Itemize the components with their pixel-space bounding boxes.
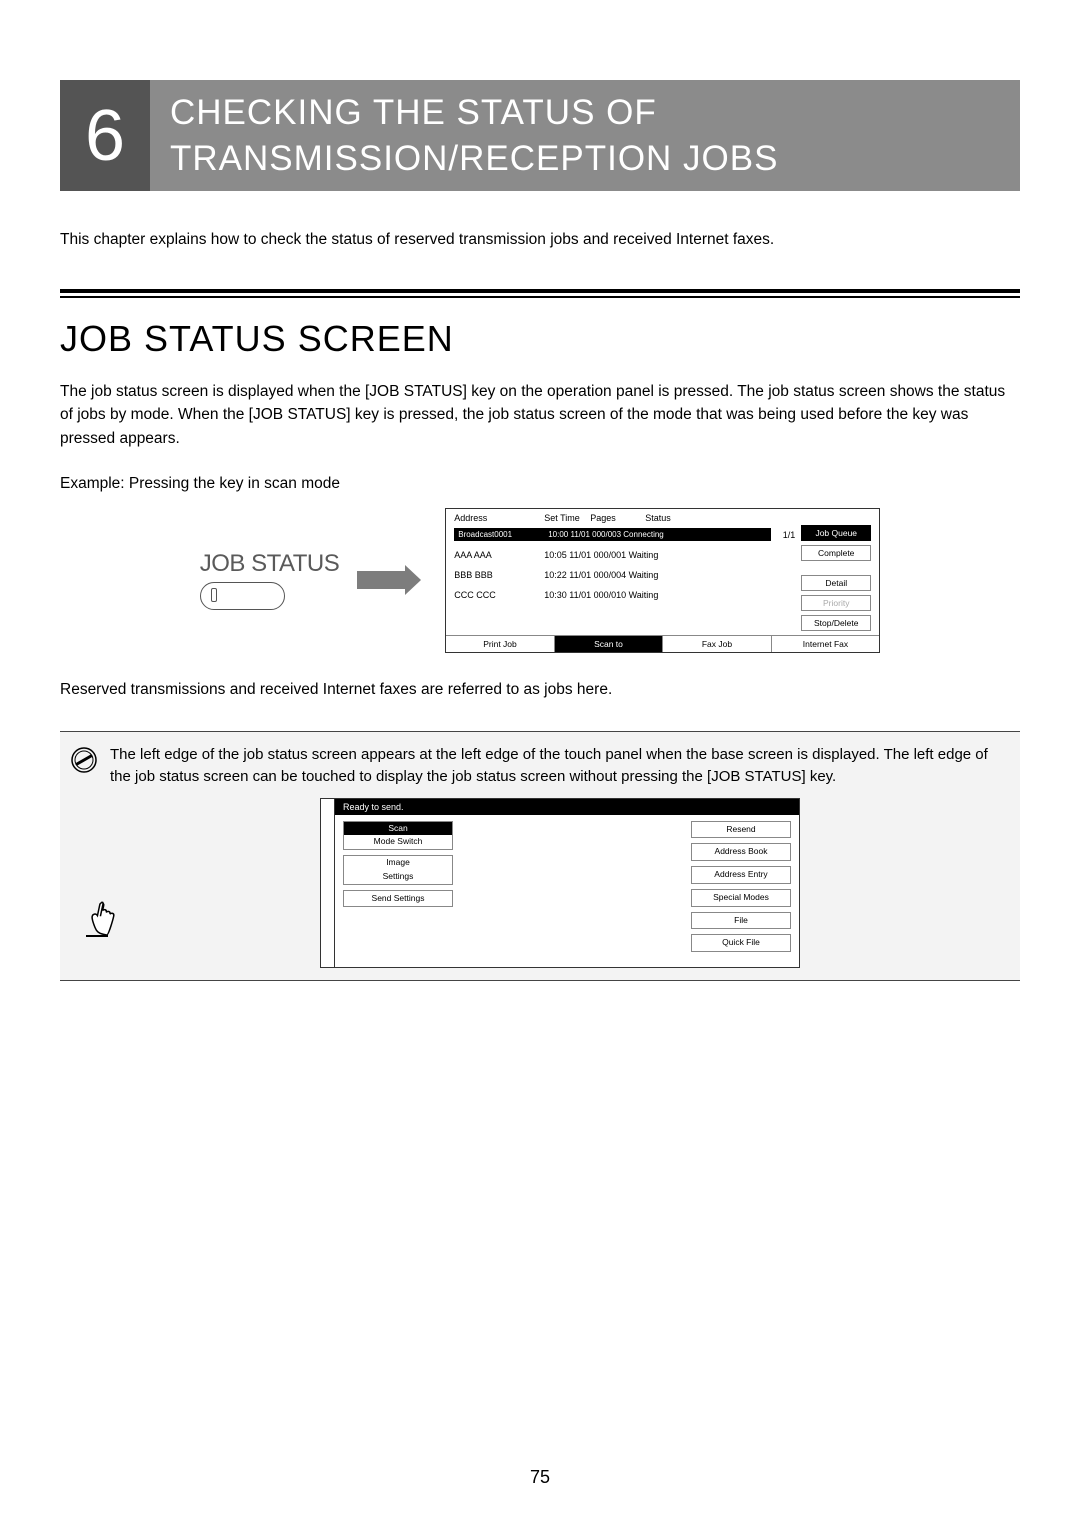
cell-address: Broadcast0001 [454,528,544,541]
address-entry-button[interactable]: Address Entry [691,866,791,884]
send-settings-button[interactable]: Send Settings [343,890,453,908]
tab-print-job[interactable]: Print Job [446,636,555,652]
job-status-key-button [200,582,285,610]
scan-mode-switch-button[interactable]: Scan Mode Switch [343,821,453,851]
right-controls: Resend Address Book Address Entry Specia… [691,821,791,959]
note-text: The left edge of the job status screen a… [110,744,1010,788]
image-label: Image [344,856,452,870]
mode-tabs: Print Job Scan to Fax Job Internet Fax [446,635,879,652]
figure-job-status: JOB STATUS Address Set Time Pages Status… [60,508,1020,653]
resend-button[interactable]: Resend [691,821,791,839]
image-settings-button[interactable]: Image Settings [343,855,453,885]
cell-details: 10:00 11/01 000/003 Connecting [544,528,771,541]
cell-details: 10:05 11/01 000/001 Waiting [544,550,801,560]
double-rule [60,289,1020,298]
job-queue-button[interactable]: Job Queue [801,525,871,541]
cell-address: CCC CCC [454,590,544,600]
job-row[interactable]: CCC CCC 10:30 11/01 000/010 Waiting [454,585,801,605]
left-controls: Scan Mode Switch Image Settings Send Set… [343,821,453,959]
detail-button[interactable]: Detail [801,575,871,591]
address-book-button[interactable]: Address Book [691,843,791,861]
job-row[interactable]: BBB BBB 10:22 11/01 000/004 Waiting [454,565,801,585]
tab-internet-fax[interactable]: Internet Fax [772,636,880,652]
cell-address: AAA AAA [454,550,544,560]
col-status: Status [645,513,700,523]
priority-button[interactable]: Priority [801,595,871,611]
job-row[interactable]: AAA AAA 10:05 11/01 000/001 Waiting [454,545,801,565]
cell-details: 10:22 11/01 000/004 Waiting [544,570,801,580]
col-address: Address [454,513,544,523]
below-figure-text: Reserved transmissions and received Inte… [60,678,1020,701]
cell-details: 10:30 11/01 000/010 Waiting [544,590,801,600]
quick-file-button[interactable]: Quick File [691,934,791,952]
page: 6 CHECKING THE STATUS OF TRANSMISSION/RE… [0,0,1080,1528]
figure-base-screen: Ready to send. Scan Mode Switch Image Se… [110,798,1010,968]
job-row-selected[interactable]: Broadcast0001 10:00 11/01 000/003 Connec… [454,525,801,545]
job-status-key-label: JOB STATUS [200,550,339,578]
table-header: Address Set Time Pages Status [446,509,879,525]
tab-fax-job[interactable]: Fax Job [663,636,772,652]
status-bar: Ready to send. [335,799,799,815]
job-status-key: JOB STATUS [200,550,339,610]
job-status-edge-strip[interactable] [321,799,335,967]
side-buttons: Job Queue Complete Detail Priority Stop/… [801,525,871,631]
note-icon [70,744,98,779]
complete-button[interactable]: Complete [801,545,871,561]
intro-text: This chapter explains how to check the s… [60,231,1020,249]
job-status-screen: Address Set Time Pages Status Broadcast0… [445,508,880,653]
arrow-right-icon [357,571,407,589]
chapter-number: 6 [60,80,150,191]
col-pages: Pages [590,513,645,523]
section-body: The job status screen is displayed when … [60,380,1020,450]
base-screen: Ready to send. Scan Mode Switch Image Se… [320,798,800,968]
settings-label: Settings [344,870,452,884]
example-label: Example: Pressing the key in scan mode [60,475,1020,493]
special-modes-button[interactable]: Special Modes [691,889,791,907]
cell-address: BBB BBB [454,570,544,580]
col-set-time: Set Time [544,513,590,523]
hand-pointer-icon [82,898,116,943]
file-button[interactable]: File [691,912,791,930]
page-indicator: 1/1 [771,530,801,540]
chapter-title: CHECKING THE STATUS OF TRANSMISSION/RECE… [150,80,1020,191]
chapter-header: 6 CHECKING THE STATUS OF TRANSMISSION/RE… [60,80,1020,191]
section-heading: JOB STATUS SCREEN [60,318,1020,360]
job-list: Broadcast0001 10:00 11/01 000/003 Connec… [454,525,801,631]
stop-delete-button[interactable]: Stop/Delete [801,615,871,631]
note-block: The left edge of the job status screen a… [60,731,1020,981]
tab-scan-to[interactable]: Scan to [555,636,664,652]
scan-label: Scan [344,822,452,836]
page-number: 75 [0,1467,1080,1488]
mode-switch-label: Mode Switch [344,835,452,849]
